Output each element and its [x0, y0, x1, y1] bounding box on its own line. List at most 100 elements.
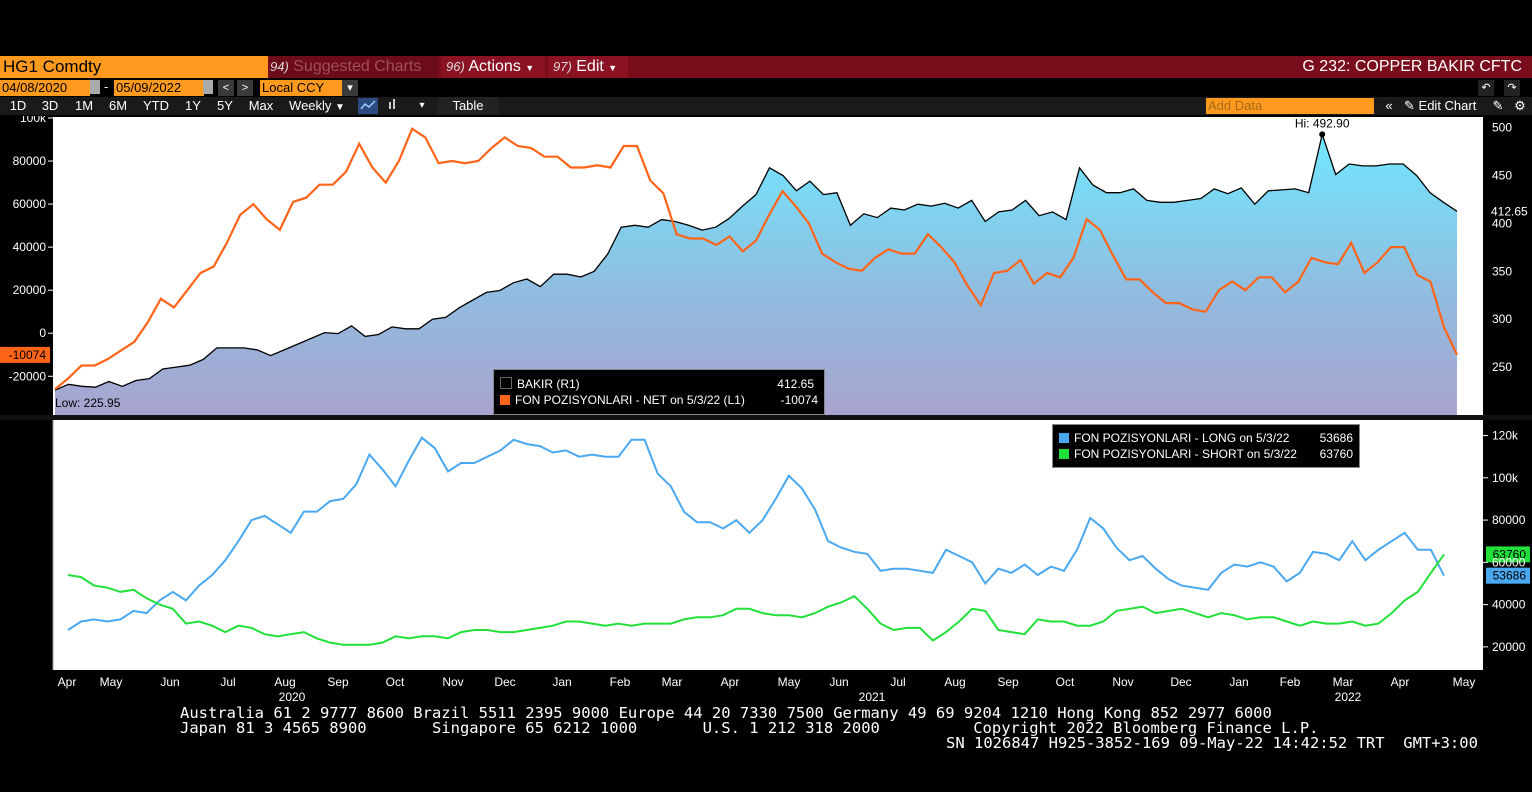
right-tick-label: 500 — [1492, 121, 1512, 135]
chart-type-caret-icon[interactable]: ▾ — [419, 100, 425, 111]
x-tick-label: Jan — [552, 675, 571, 689]
range-3d[interactable]: 3D — [41, 98, 59, 113]
short-line — [67, 553, 1445, 646]
bakir-last-value: 412.65 — [1491, 204, 1528, 218]
long-last-tag — [1486, 567, 1530, 584]
x-tick-label: Mar — [662, 675, 683, 689]
ticker-field[interactable]: HG1 Comdty — [0, 56, 268, 78]
x-tick-label: Jan — [1229, 675, 1248, 689]
range-1y[interactable]: 1Y — [185, 98, 201, 113]
legend-net-value: -10074 — [780, 393, 818, 407]
add-data-input[interactable]: Add Data — [1206, 98, 1374, 114]
x-tick-label: Oct — [1056, 675, 1075, 689]
x-tick-label: Sep — [997, 675, 1019, 689]
legend-swatch — [1059, 449, 1069, 459]
line-chart-icon[interactable] — [358, 98, 378, 114]
window-title: G 232: COPPER BAKIR CFTC — [1302, 58, 1522, 75]
x-tick-label: Mar — [1333, 675, 1354, 689]
calendar-icon[interactable] — [203, 80, 213, 94]
bakir-area — [55, 134, 1457, 415]
actions-label: Actions — [468, 58, 521, 75]
lower-legend: FON POZISYONLARI - LONG on 5/3/22 53686 … — [1052, 424, 1360, 468]
suggested-number: 94) — [270, 59, 289, 74]
legend-bakir-name: BAKIR (R1) — [517, 377, 580, 391]
x-tick-label: Jul — [220, 675, 235, 689]
range-ytd[interactable]: YTD — [143, 98, 169, 113]
collapse-icon[interactable]: « — [1385, 98, 1393, 113]
right-tick-label: 250 — [1492, 360, 1512, 374]
high-marker — [1319, 131, 1326, 138]
x-tick-label: May — [778, 675, 801, 689]
edit-menu-button[interactable]: 97) Edit ▼ — [548, 56, 628, 78]
x-tick-label: Jun — [160, 675, 179, 689]
legend-swatch — [500, 395, 510, 405]
x-tick-label: Apr — [721, 675, 740, 689]
x-tick-label: Apr — [58, 675, 77, 689]
right-tick-label: 350 — [1492, 264, 1512, 278]
long-last-value: 53686 — [1493, 569, 1527, 583]
range-6m[interactable]: 6M — [108, 98, 128, 113]
x-year-label: 2021 — [859, 690, 886, 704]
suggested-label: Suggested Charts — [293, 58, 422, 75]
x-tick-label: Dec — [494, 675, 515, 689]
lower-right-tick-label: 80000 — [1492, 513, 1526, 527]
currency-select[interactable]: Local CCY — [260, 80, 344, 96]
table-button[interactable]: Table — [438, 97, 498, 115]
edit-chart-button[interactable]: ✎ Edit Chart — [1404, 97, 1476, 115]
gear-icon[interactable]: ⚙ — [1514, 98, 1526, 113]
net-line — [54, 127, 1458, 391]
net-last-value: -10074 — [9, 348, 47, 362]
caret-down-icon: ▼ — [608, 63, 618, 73]
upper-panel: Hi: 492.90 Low: 225.95 100k 80000 60000 40000… — [0, 116, 1532, 420]
edit-label: Edit — [576, 58, 604, 75]
frequency-select[interactable]: Weekly ▼ — [284, 97, 350, 115]
actions-menu-button[interactable]: 96) Actions ▼ — [441, 56, 545, 78]
legend-swatch — [1059, 433, 1069, 443]
lower-right-tick-label: 40000 — [1492, 598, 1526, 612]
date-separator: - — [104, 79, 109, 94]
next-arrow-icon[interactable]: > — [237, 80, 253, 96]
legend-long-name: FON POZISYONLARI - LONG on 5/3/22 — [1074, 431, 1290, 445]
redo-icon[interactable]: ↷ — [1504, 80, 1520, 96]
undo-icon[interactable]: ↶ — [1478, 80, 1494, 96]
short-last-value: 63760 — [1493, 547, 1527, 561]
x-year-label: 2022 — [1335, 690, 1362, 704]
prev-arrow-icon[interactable]: < — [218, 80, 234, 96]
bakir-line — [54, 132, 1458, 391]
annotate-icon[interactable]: ✎ — [1492, 98, 1504, 113]
x-tick-label: Nov — [442, 675, 463, 689]
upper-legend: BAKIR (R1) 412.65 FON POZISYONLARI - NET… — [493, 369, 825, 415]
left-tick-label: 20000 — [13, 283, 47, 297]
start-date-input[interactable]: 04/08/2020 — [0, 80, 90, 96]
currency-caret-icon[interactable]: ▾ — [342, 80, 358, 96]
legend-net-name: FON POZISYONLARI - NET on 5/3/22 (L1) — [515, 393, 745, 407]
long-line — [67, 436, 1445, 631]
suggested-charts-button[interactable]: 94) Suggested Charts — [270, 56, 438, 78]
calendar-icon[interactable] — [90, 80, 100, 94]
lower-right-tick-label: 20000 — [1492, 640, 1526, 654]
bar-chart-icon[interactable] — [384, 97, 402, 115]
left-tick-label: -20000 — [9, 369, 47, 383]
footer-line-1: Australia 61 2 9777 8600 Brazil 5511 239… — [180, 704, 1272, 722]
range-1d[interactable]: 1D — [9, 98, 27, 113]
range-1m[interactable]: 1M — [74, 98, 94, 113]
footer-line-3: SN 1026847 H925-3852-169 09-May-22 14:42… — [946, 734, 1478, 752]
end-date-input[interactable]: 05/09/2022 — [114, 80, 204, 96]
x-tick-label: May — [1453, 675, 1476, 689]
right-tick-label: 450 — [1492, 168, 1512, 182]
edit-number: 97) — [553, 59, 572, 74]
low-label: Low: 225.95 — [55, 396, 121, 410]
x-year-label: 2020 — [279, 690, 306, 704]
x-tick-label: Feb — [610, 675, 631, 689]
right-tick-label: 300 — [1492, 312, 1512, 326]
legend-swatch — [500, 377, 512, 389]
range-5y[interactable]: 5Y — [217, 98, 233, 113]
legend-long-value: 53686 — [1319, 431, 1353, 445]
edit-chart-label: Edit Chart — [1418, 98, 1477, 113]
left-tick-label: 60000 — [13, 197, 47, 211]
high-label: Hi: 492.90 — [1295, 116, 1350, 130]
chart-area: Hi: 492.90 Low: 225.95 100k 80000 60000 40000… — [0, 116, 1532, 704]
range-max[interactable]: Max — [248, 98, 274, 113]
frequency-label: Weekly — [289, 98, 332, 113]
x-tick-label: Sep — [327, 675, 349, 689]
